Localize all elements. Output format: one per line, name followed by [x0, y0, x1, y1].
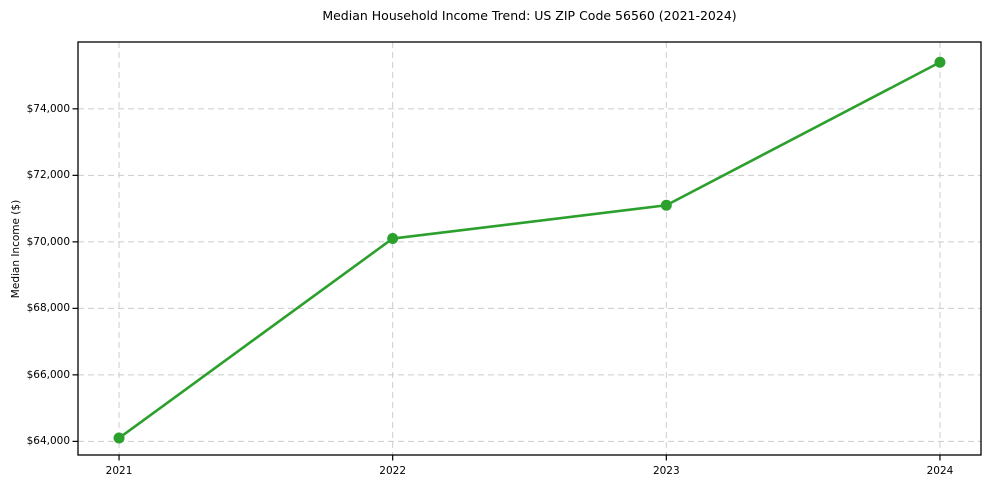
x-tick-label: 2023 [652, 465, 680, 477]
x-tick-label: 2022 [379, 465, 407, 477]
y-tick-label: $72,000 [26, 169, 70, 182]
data-point-2023 [660, 199, 672, 211]
x-tick-label: 2024 [926, 465, 954, 477]
data-point-2022 [387, 233, 399, 245]
x-tick-label: 2021 [105, 465, 133, 477]
y-tick-label: $64,000 [26, 435, 70, 448]
y-tick-label: $66,000 [26, 368, 70, 381]
data-point-2024 [934, 56, 946, 68]
axes-border [77, 41, 982, 456]
trend-line [117, 60, 942, 440]
chart-title: Median Household Income Trend: US ZIP Co… [322, 8, 737, 23]
data-point-2021 [113, 432, 125, 444]
y-tick-label: $68,000 [26, 302, 70, 315]
y-tick-label: $70,000 [26, 235, 70, 248]
y-tick-label: $74,000 [26, 102, 70, 115]
